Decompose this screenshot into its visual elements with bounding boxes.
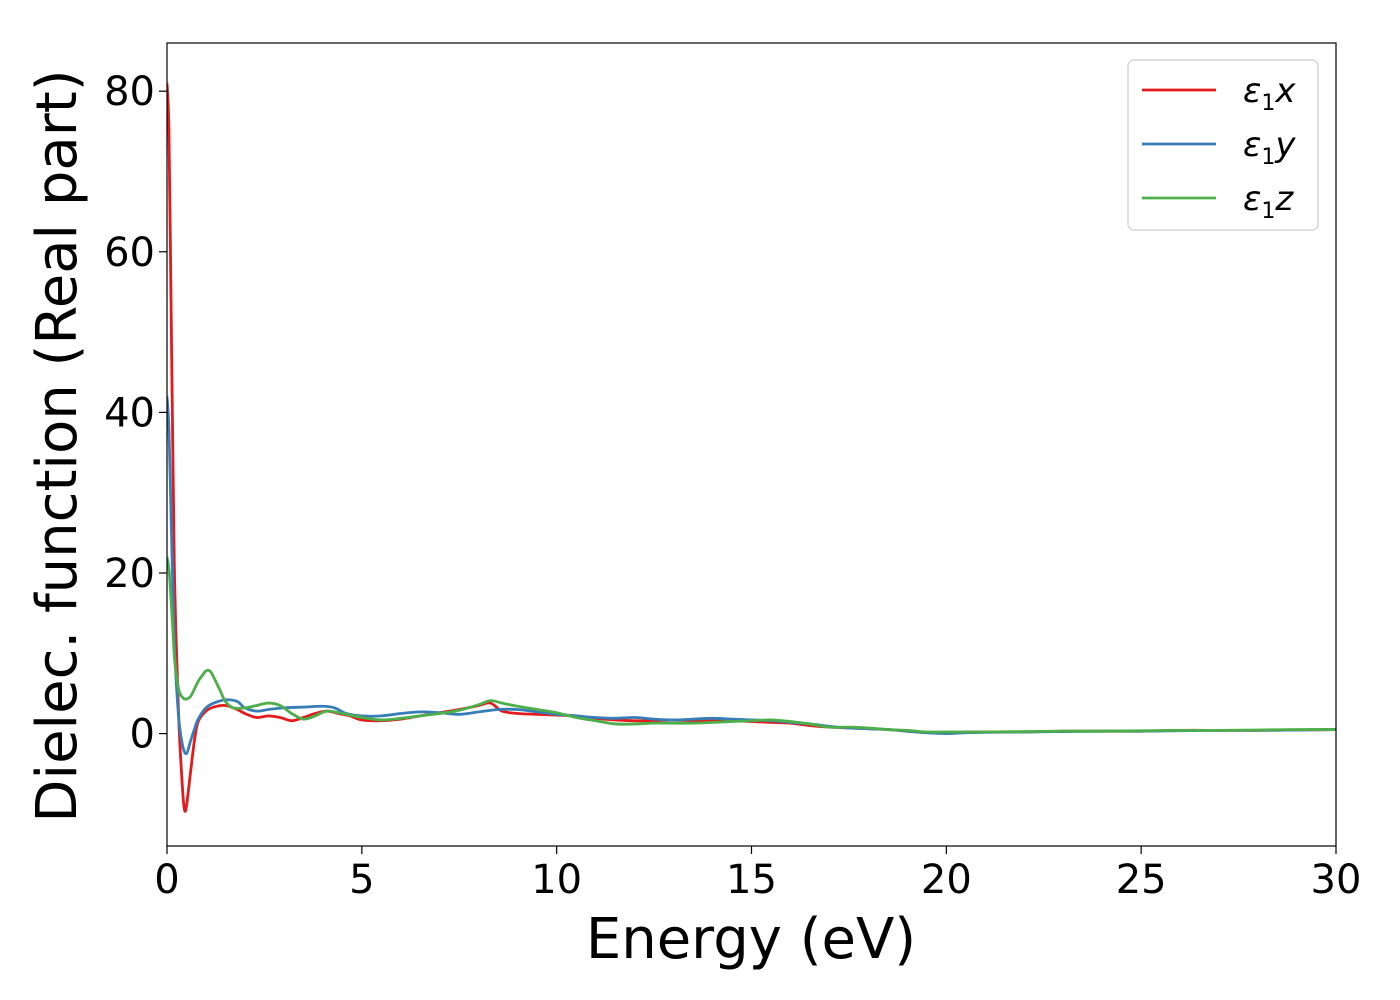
- x-tick-label: 20: [921, 857, 972, 903]
- legend-label-subscript: 1: [1261, 199, 1275, 224]
- x-tick-label: 25: [1116, 857, 1167, 903]
- legend-frame: [1127, 59, 1319, 231]
- legend-label-axis: y: [1274, 125, 1296, 165]
- y-axis: 0 20 40 60 80: [104, 69, 167, 758]
- y-tick-label: 80: [104, 69, 155, 115]
- y-tick-label: 0: [130, 712, 155, 758]
- legend-label: ε1y: [1243, 125, 1296, 170]
- legend-label-axis: z: [1274, 179, 1294, 219]
- legend-label: ε1z: [1243, 179, 1294, 224]
- x-axis: 0 5 10 15 20 25 30: [154, 846, 1361, 903]
- legend-label-subscript: 1: [1261, 145, 1275, 170]
- y-tick-label: 20: [104, 551, 155, 597]
- series-layer: [167, 83, 1336, 813]
- x-tick-label: 10: [531, 857, 582, 903]
- legend-label-main: ε: [1243, 71, 1261, 111]
- legend-label-axis: x: [1274, 71, 1296, 111]
- legend-label: ε1x: [1243, 71, 1296, 116]
- x-tick-label: 5: [349, 857, 374, 903]
- y-tick-label: 60: [104, 230, 155, 276]
- series-line-z: [167, 556, 1336, 734]
- legend-label-main: ε: [1243, 125, 1261, 165]
- x-tick-label: 15: [726, 857, 777, 903]
- x-axis-title: Energy (eV): [586, 907, 916, 972]
- y-axis-title: Dielec. function (Real part): [25, 69, 90, 822]
- x-tick-label: 0: [154, 857, 179, 903]
- x-tick-label: 30: [1311, 857, 1362, 903]
- series-line-y: [167, 396, 1336, 756]
- legend-label-subscript: 1: [1261, 91, 1275, 116]
- legend-label-main: ε: [1243, 179, 1261, 219]
- y-tick-label: 40: [104, 390, 155, 436]
